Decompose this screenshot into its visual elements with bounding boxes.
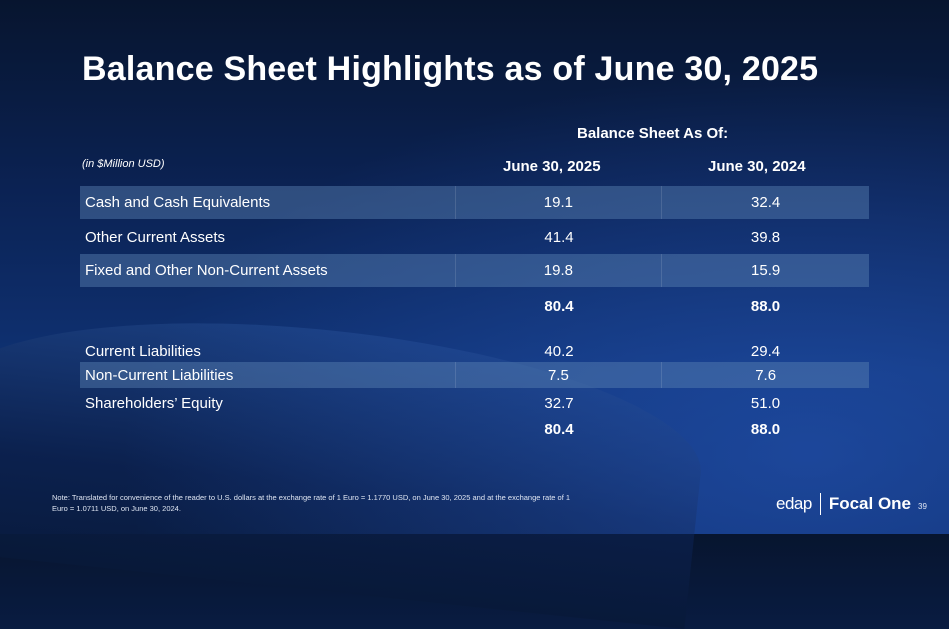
value-2025: 32.7: [544, 394, 574, 412]
value-2025: 19.8: [456, 254, 663, 287]
row-label: Fixed and Other Non-Current Assets: [80, 254, 456, 287]
page-number: 39: [918, 502, 927, 511]
page-title: Balance Sheet Highlights as of June 30, …: [82, 50, 819, 88]
company-logo: edap Focal One: [776, 493, 911, 515]
group-header: Balance Sheet As Of:: [577, 125, 729, 142]
row-label: Non-Current Liabilities: [80, 362, 456, 388]
table-row: Non-Current Liabilities 7.5 7.6: [80, 362, 869, 388]
table-row: Current Liabilities 40.2 29.4: [80, 340, 869, 362]
value-2025: 7.5: [456, 362, 663, 388]
row-label: Shareholders’ Equity: [85, 394, 223, 412]
footnote: Note: Translated for convenience of the …: [52, 493, 571, 513]
value-2024: 15.9: [751, 262, 781, 279]
value-2024: 32.4: [751, 194, 781, 211]
row-label: Cash and Cash Equivalents: [80, 186, 456, 219]
total-2024: 88.0: [750, 420, 781, 438]
total-2025: 80.4: [544, 297, 574, 315]
row-label: Current Liabilities: [85, 342, 201, 360]
column-header-2025: June 30, 2025: [503, 158, 601, 175]
background-glow: [0, 0, 949, 534]
table-row: Other Current Assets 41.4 39.8: [80, 220, 869, 254]
table-row: Cash and Cash Equivalents 19.1 32.4: [80, 186, 869, 219]
logo-divider: [819, 493, 821, 515]
row-label: [80, 417, 456, 441]
table-row: Fixed and Other Non-Current Assets 19.8 …: [80, 254, 869, 287]
value-2024: 29.4: [750, 342, 781, 360]
assets-total-row: 80.4 88.0: [80, 290, 869, 322]
liabilities-equity-total-row: 80.4 88.0: [80, 417, 869, 441]
total-2025: 80.4: [544, 420, 574, 438]
value-2024: 51.0: [750, 394, 781, 412]
logo-focal-one: Focal One: [828, 494, 912, 513]
table-row: Shareholders’ Equity 32.7 51.0: [80, 391, 869, 415]
total-2024: 88.0: [750, 297, 781, 315]
column-header-2024: June 30, 2024: [708, 158, 806, 175]
row-label: [80, 290, 456, 322]
value-2024: 7.6: [755, 366, 777, 384]
logo-edap: edap: [776, 494, 812, 513]
value-2025: 19.1: [456, 186, 663, 219]
value-2024: 39.8: [750, 228, 781, 246]
value-2025: 41.4: [544, 228, 574, 246]
value-2025: 40.2: [544, 342, 574, 360]
unit-label: (in $Million USD): [82, 158, 165, 170]
row-label: Other Current Assets: [85, 228, 226, 246]
